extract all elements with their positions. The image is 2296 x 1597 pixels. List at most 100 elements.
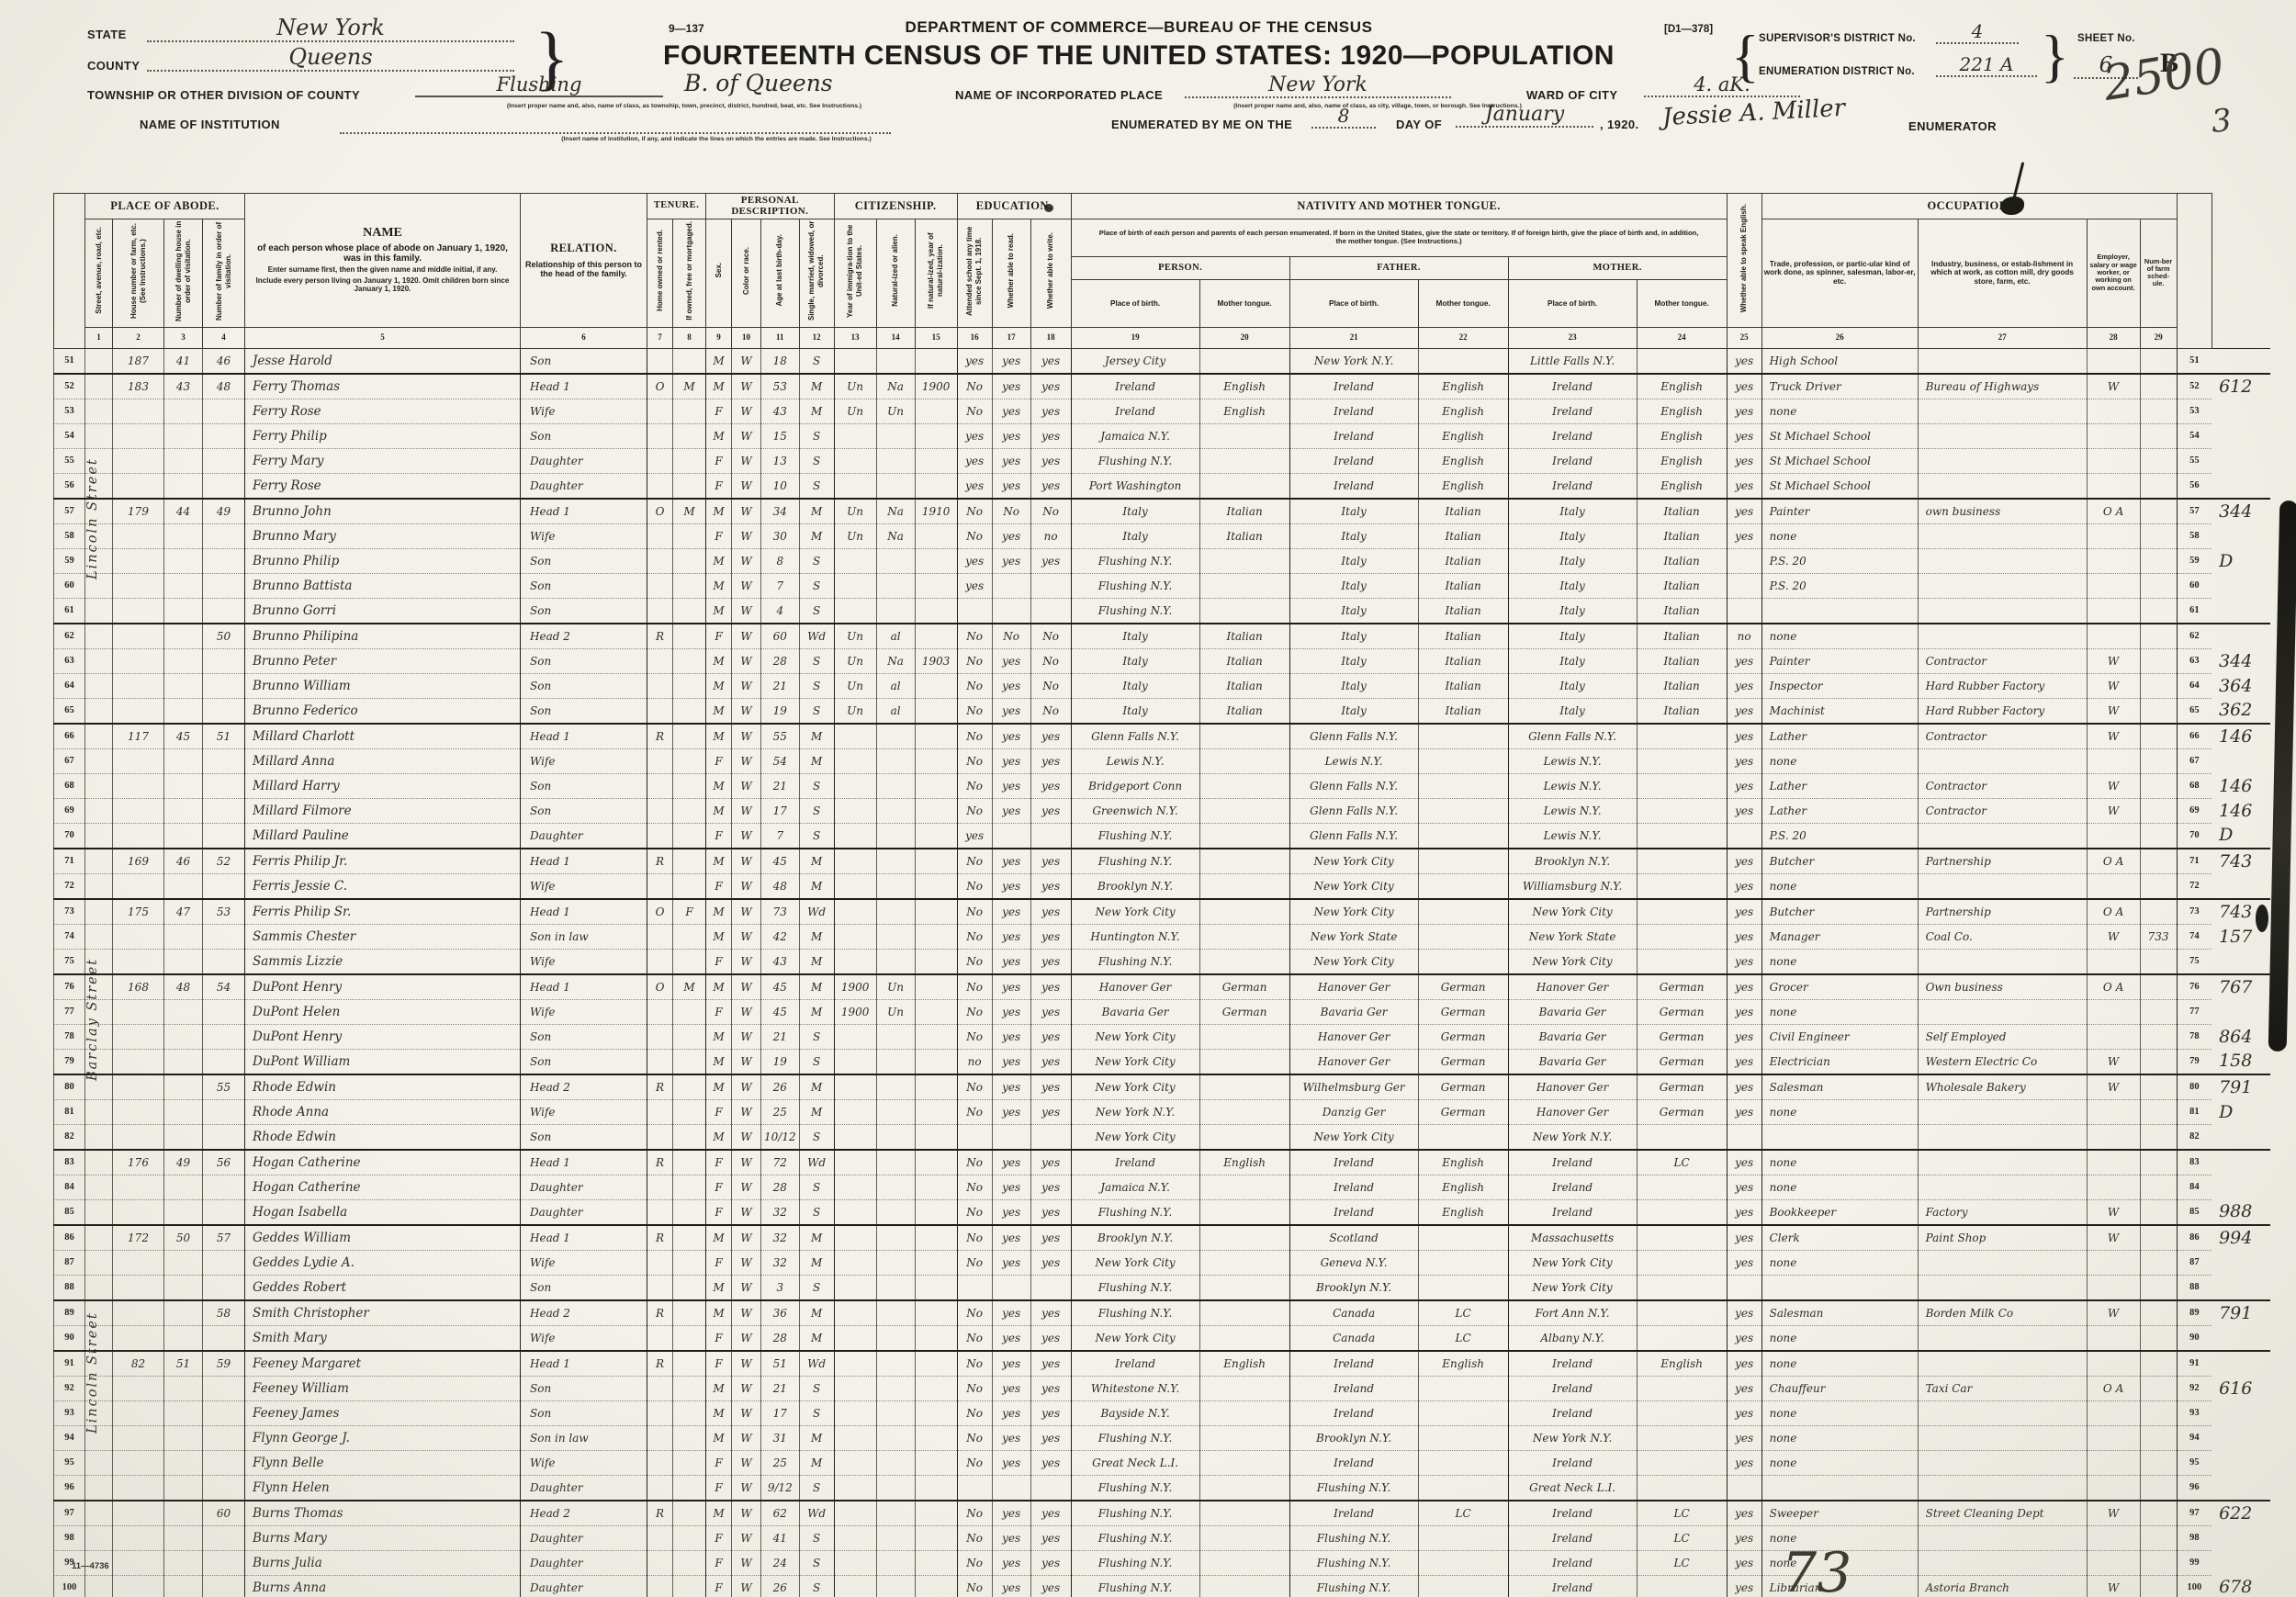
cell-pb: Flushing N.Y. xyxy=(1070,1424,1200,1451)
cell-pb: Jamaica N.Y. xyxy=(1070,1174,1200,1200)
cell-fpb: Glenn Falls N.Y. xyxy=(1289,772,1419,799)
cell-eng: yes xyxy=(1726,1449,1762,1476)
cell-age: 10/12 xyxy=(760,1123,800,1150)
cell-farm xyxy=(2139,1375,2178,1401)
line-number: 66 xyxy=(53,722,85,749)
cell-mt xyxy=(1199,1499,1290,1526)
cell-name: Ferry Mary xyxy=(244,447,521,474)
cell-mar: S xyxy=(798,1274,835,1300)
cell-color: W xyxy=(731,622,761,649)
cell-mmt xyxy=(1636,1123,1728,1150)
cell-name: Hogan Isabella xyxy=(244,1198,521,1225)
cell-fpb: Italy xyxy=(1289,523,1419,549)
institution-label: NAME OF INSTITUTION xyxy=(140,118,280,131)
cell-fam xyxy=(202,572,245,599)
cell-fpb: Canada xyxy=(1289,1324,1419,1351)
cell-own xyxy=(647,523,673,549)
cell-rel: Head 1 xyxy=(520,1349,647,1377)
cell-imm: Un xyxy=(833,622,877,649)
cell-pb: Flushing N.Y. xyxy=(1070,1524,1200,1551)
cell-emp xyxy=(2086,523,2141,549)
cell-rel: Head 1 xyxy=(520,897,647,925)
cell-own xyxy=(647,1474,673,1501)
cell-color: W xyxy=(731,1299,761,1326)
cell-emp: W xyxy=(2086,1574,2141,1597)
cell-nat xyxy=(875,797,916,824)
cell-rel: Daughter xyxy=(520,1474,647,1501)
cell-color: W xyxy=(731,948,761,974)
cell-age: 72 xyxy=(760,1148,800,1175)
cell-code xyxy=(2212,1550,2270,1575)
cell-fmt: Italian xyxy=(1417,597,1509,624)
cell-house xyxy=(112,948,164,974)
cell-occ: Truck Driver xyxy=(1761,372,1919,399)
cell-age: 26 xyxy=(760,1073,800,1100)
cell-dwell xyxy=(163,672,203,699)
cell-mort xyxy=(672,1449,706,1476)
line-number-col-header xyxy=(53,193,85,349)
cell-house xyxy=(112,1174,164,1200)
cell-own xyxy=(647,1375,673,1401)
cell-house xyxy=(112,797,164,824)
cell-sex: M xyxy=(705,1375,732,1401)
cell-write xyxy=(1030,1474,1072,1501)
cell-farm xyxy=(2139,1324,2178,1351)
cell-fpb: Italy xyxy=(1289,697,1419,724)
line-number: 84 xyxy=(53,1174,85,1200)
cell-emp xyxy=(2086,1174,2141,1200)
table-row: 53 Ferry Rose Wife F W 43 M Un Un No yes yes Ireland… xyxy=(53,398,2271,424)
cell-own: R xyxy=(647,1299,673,1326)
cell-sex: M xyxy=(705,1223,732,1251)
place-label: NAME OF INCORPORATED PLACE xyxy=(955,88,1164,102)
cell-own xyxy=(647,347,673,374)
cell-natyr xyxy=(914,1249,958,1276)
cell-ind: Contractor xyxy=(1917,772,2088,799)
cell-nat: Un xyxy=(875,398,916,424)
cell-fpb: Hanover Ger xyxy=(1289,1023,1419,1050)
cell-natyr xyxy=(914,1198,958,1225)
cell-dwell xyxy=(163,1474,203,1501)
cell-ind xyxy=(1917,1449,2088,1476)
cell-color: W xyxy=(731,1048,761,1074)
cell-write: yes xyxy=(1030,1549,1072,1576)
cell-age: 32 xyxy=(760,1198,800,1225)
cell-read xyxy=(991,572,1031,599)
cell-nat xyxy=(875,1549,916,1576)
cell-write: yes xyxy=(1030,1249,1072,1276)
line-number: 94 xyxy=(53,1424,85,1451)
cell-color: W xyxy=(731,872,761,899)
cell-nat xyxy=(875,1524,916,1551)
cell-sch: No xyxy=(956,672,993,699)
cell-pb: Flushing N.Y. xyxy=(1070,1474,1200,1501)
cell-color: W xyxy=(731,472,761,499)
cell-house xyxy=(112,398,164,424)
line-number: 81 xyxy=(2176,1098,2212,1125)
cell-mar: M xyxy=(798,948,835,974)
cell-rel: Wife xyxy=(520,948,647,974)
column-number: 14 xyxy=(875,326,916,349)
cell-occ: Butcher xyxy=(1761,897,1919,925)
cell-own: R xyxy=(647,1073,673,1100)
cell-fpb: Ireland xyxy=(1289,1400,1419,1426)
line-number: 53 xyxy=(2176,398,2212,424)
cell-fpb: New York City xyxy=(1289,847,1419,874)
cell-nat xyxy=(875,748,916,774)
cell-occ: High School xyxy=(1761,347,1919,374)
cell-occ: none xyxy=(1761,1174,1919,1200)
cell-color: W xyxy=(731,547,761,574)
cell-mort: M xyxy=(672,973,706,1000)
cell-mt xyxy=(1199,1123,1290,1150)
cell-occ: none xyxy=(1761,998,1919,1025)
table-row: 58 Brunno Mary Wife F W 30 M Un Na No yes no Italy It… xyxy=(53,523,2271,549)
cell-dwell xyxy=(163,472,203,499)
cell-pb: Brooklyn N.Y. xyxy=(1070,872,1200,899)
cell-color: W xyxy=(731,347,761,374)
cell-name: Ferris Philip Jr. xyxy=(244,847,521,874)
cell-sex: M xyxy=(705,347,732,374)
table-row: 62 50 Brunno Philipina Head 2 R F W 60 Wd Un al No N… xyxy=(53,622,2271,649)
cell-color: W xyxy=(731,447,761,474)
cell-rel: Son in law xyxy=(520,1424,647,1451)
cell-nat xyxy=(875,1174,916,1200)
cell-age: 17 xyxy=(760,797,800,824)
